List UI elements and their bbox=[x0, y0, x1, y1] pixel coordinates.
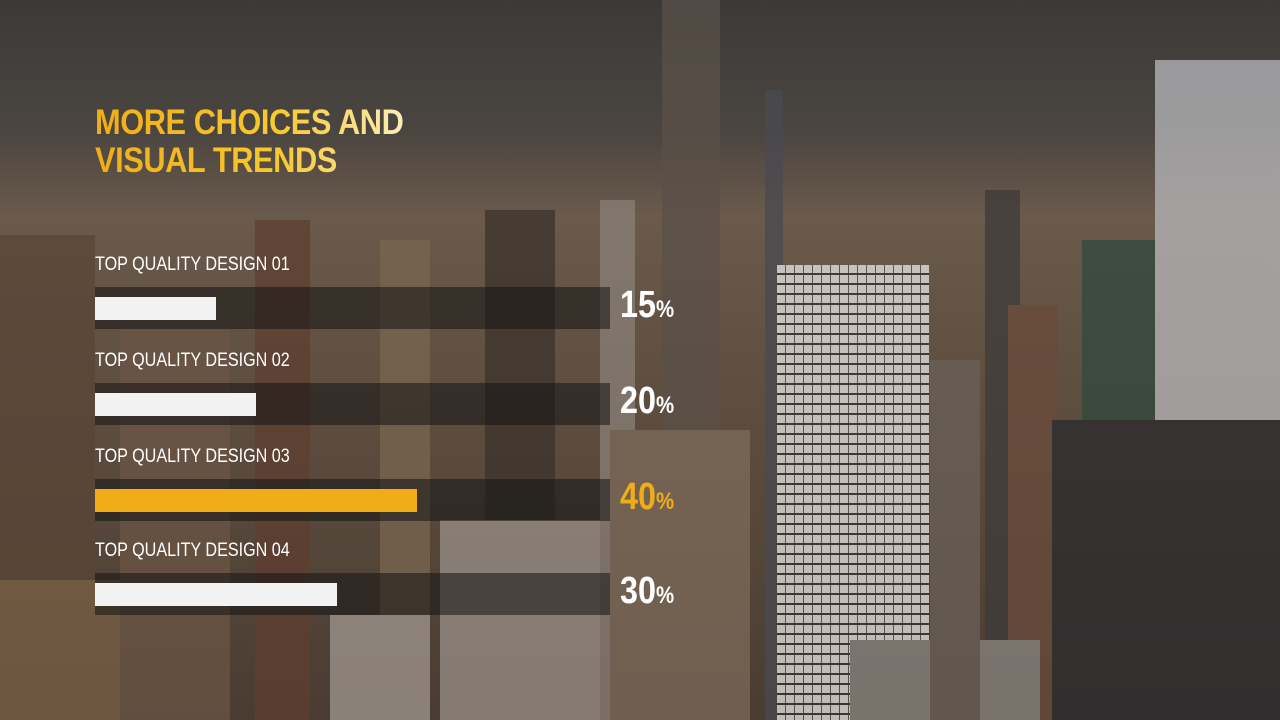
value-number: 40 bbox=[620, 476, 656, 518]
value-unit: % bbox=[655, 296, 675, 323]
slide-title: MORE CHOICES AND VISUAL TRENDS bbox=[95, 104, 465, 180]
bar-track bbox=[95, 573, 610, 615]
building bbox=[1052, 420, 1280, 720]
bar-label: TOP QUALITY DESIGN 04 bbox=[95, 540, 290, 561]
bar-value-label: 20% bbox=[620, 380, 674, 423]
value-unit: % bbox=[655, 392, 675, 419]
value-unit: % bbox=[655, 582, 675, 609]
value-number: 30 bbox=[620, 570, 656, 612]
bar-label: TOP QUALITY DESIGN 01 bbox=[95, 254, 290, 275]
building bbox=[330, 615, 430, 720]
bar-value-label: 40% bbox=[620, 476, 674, 519]
bar-fill bbox=[95, 489, 417, 512]
building bbox=[610, 430, 750, 720]
building bbox=[440, 520, 600, 720]
bar-value-label: 15% bbox=[620, 284, 674, 327]
building bbox=[930, 360, 980, 720]
bar-track bbox=[95, 383, 610, 425]
bar-value-label: 30% bbox=[620, 570, 674, 613]
bar-label: TOP QUALITY DESIGN 03 bbox=[95, 446, 290, 467]
bar-fill bbox=[95, 583, 337, 606]
bar-fill bbox=[95, 393, 256, 416]
value-unit: % bbox=[655, 488, 675, 515]
bar-fill bbox=[95, 297, 216, 320]
value-number: 20 bbox=[620, 380, 656, 422]
bar-track bbox=[95, 287, 610, 329]
bar-track bbox=[95, 479, 610, 521]
bar-label: TOP QUALITY DESIGN 02 bbox=[95, 350, 290, 371]
value-number: 15 bbox=[620, 284, 656, 326]
